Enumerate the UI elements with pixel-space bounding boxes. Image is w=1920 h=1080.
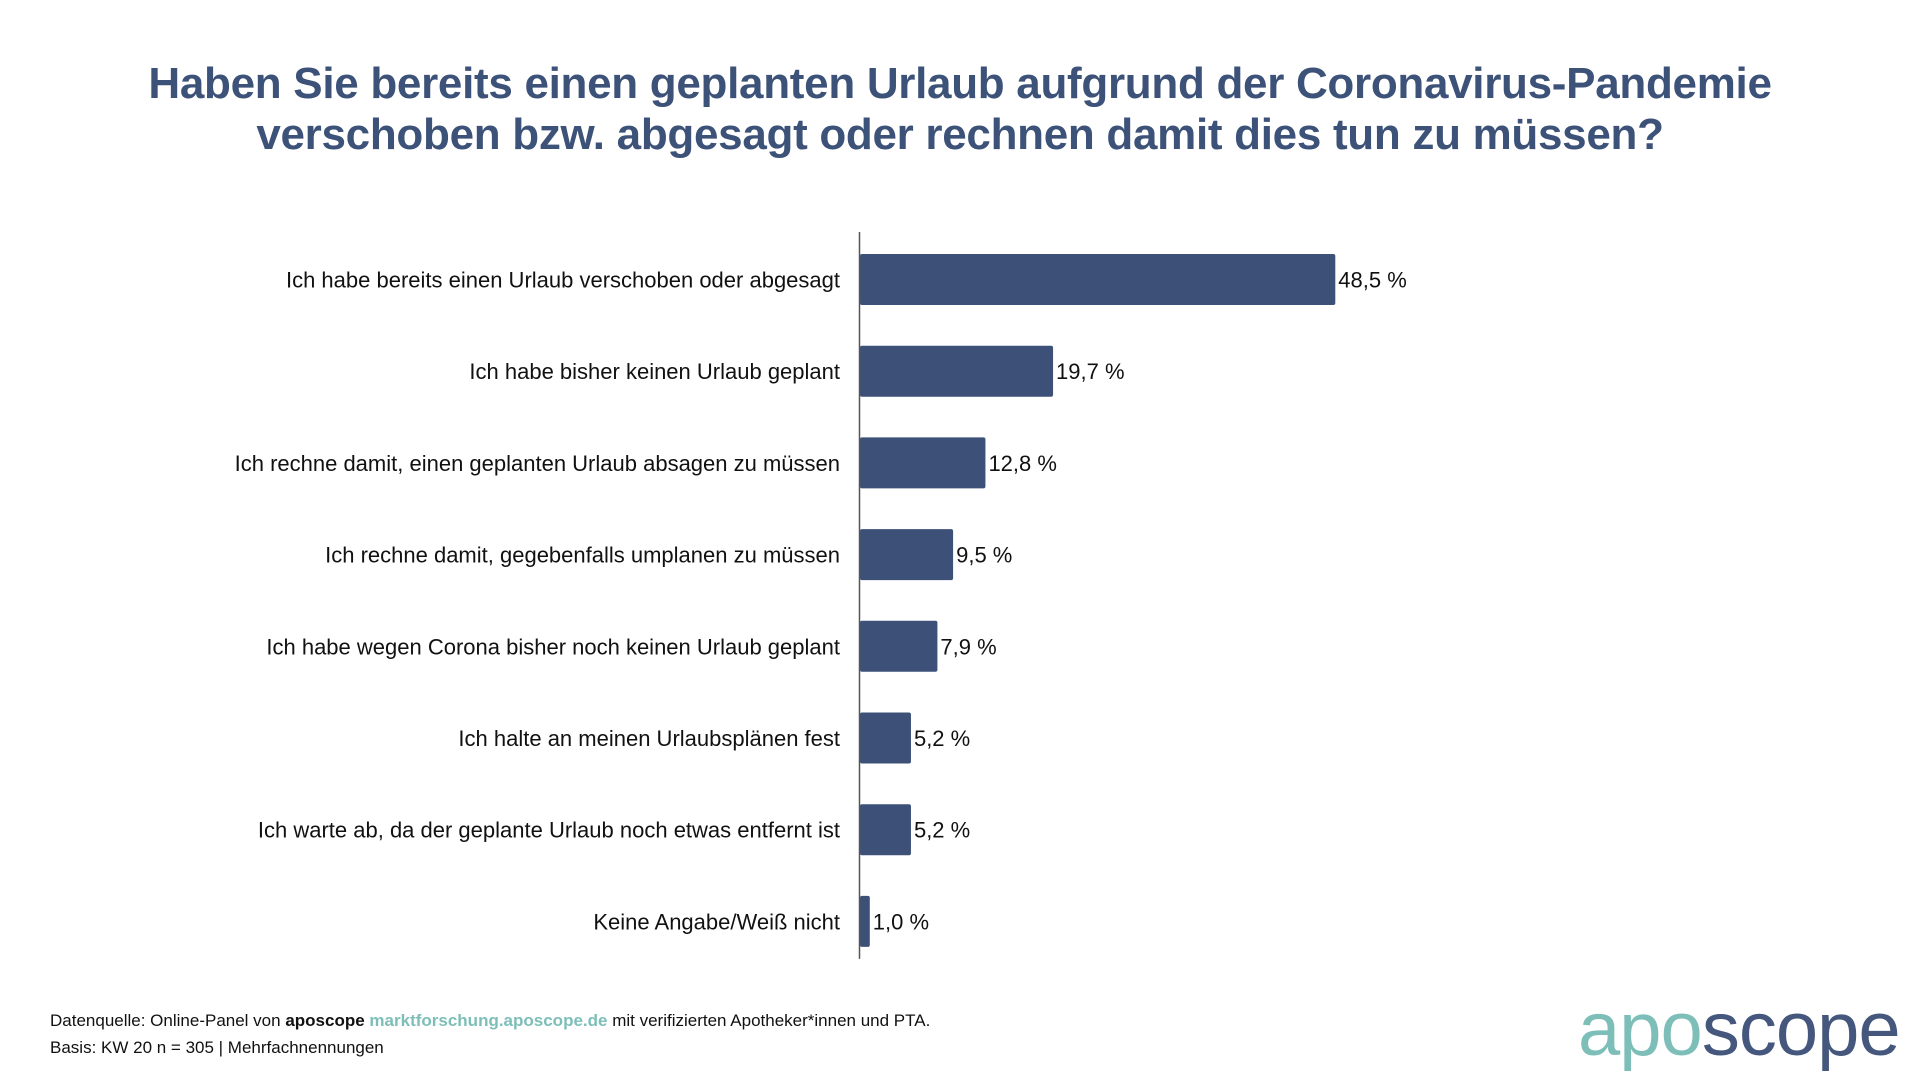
data-label: 19,7 %: [1056, 359, 1125, 384]
bar: [860, 437, 986, 489]
category-label: Ich rechne damit, einen geplanten Urlaub…: [235, 451, 840, 476]
category-label: Ich warte ab, da der geplante Urlaub noc…: [258, 818, 840, 843]
data-label: 48,5 %: [1338, 268, 1407, 293]
category-label: Ich rechne damit, gegebenfalls umplanen …: [325, 543, 840, 568]
data-label: 5,2 %: [914, 726, 970, 751]
category-label: Ich habe wegen Corona bisher noch keinen…: [266, 634, 840, 659]
data-label: 5,2 %: [914, 818, 970, 843]
data-label: 12,8 %: [988, 451, 1056, 476]
category-label: Ich habe bereits einen Urlaub verschoben…: [286, 268, 840, 293]
footer-basis: Basis: KW 20 n = 305 | Mehrfachnennungen: [50, 1038, 384, 1057]
source-suffix: mit verifizierten Apotheker*innen und PT…: [607, 1011, 931, 1030]
data-label: 1,0 %: [873, 909, 929, 934]
bar: [860, 712, 911, 764]
data-label: 7,9 %: [940, 634, 996, 659]
source-prefix: Datenquelle: Online-Panel von: [50, 1011, 286, 1030]
category-label: Keine Angabe/Weiß nicht: [593, 909, 840, 934]
chart-title-line-2: verschoben bzw. abgesagt oder rechnen da…: [256, 110, 1664, 159]
bar: [860, 529, 954, 581]
logo-part-apo: apo: [1578, 987, 1703, 1072]
bar: [860, 895, 870, 947]
footer: Datenquelle: Online-Panel von aposcope m…: [50, 1007, 930, 1061]
category-label: Ich halte an meinen Urlaubsplänen fest: [458, 726, 840, 751]
source-brand: aposcope: [285, 1011, 365, 1030]
aposcope-logo: aposcope: [1578, 985, 1901, 1075]
source-link[interactable]: marktforschung.aposcope.de: [369, 1011, 608, 1030]
bar: [860, 804, 911, 856]
bar: [860, 620, 938, 672]
chart-title-line-1: Haben Sie bereits einen geplanten Urlaub…: [148, 59, 1772, 108]
bar-group: Ich habe bereits einen Urlaub verschoben…: [235, 254, 1407, 947]
logo-part-scope: scope: [1701, 987, 1901, 1072]
category-label: Ich habe bisher keinen Urlaub geplant: [469, 359, 840, 384]
bar: [860, 254, 1336, 305]
footer-source: Datenquelle: Online-Panel von aposcope m…: [50, 1007, 930, 1034]
bar: [860, 345, 1054, 397]
chart-title: Haben Sie bereits einen geplanten Urlaub…: [0, 58, 1920, 160]
data-label: 9,5 %: [956, 543, 1012, 568]
